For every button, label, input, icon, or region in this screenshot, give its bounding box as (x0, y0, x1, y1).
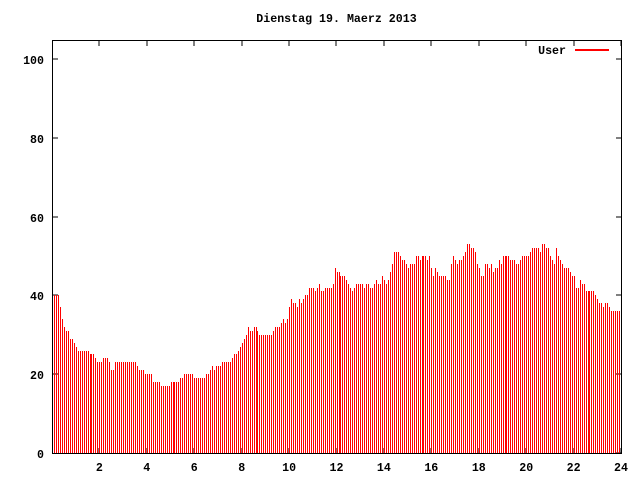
svg-text:0: 0 (37, 449, 44, 462)
svg-text:6: 6 (191, 462, 198, 475)
svg-text:40: 40 (30, 291, 44, 304)
svg-text:22: 22 (567, 462, 581, 475)
svg-text:20: 20 (519, 462, 533, 475)
svg-text:18: 18 (472, 462, 486, 475)
svg-text:60: 60 (30, 213, 44, 226)
svg-text:100: 100 (23, 55, 44, 68)
svg-text:24: 24 (614, 462, 628, 475)
svg-text:4: 4 (143, 462, 150, 475)
svg-text:Dienstag 19. Maerz 2013: Dienstag 19. Maerz 2013 (256, 13, 416, 26)
svg-text:8: 8 (238, 462, 245, 475)
svg-text:20: 20 (30, 370, 44, 383)
svg-text:14: 14 (377, 462, 391, 475)
svg-text:16: 16 (424, 462, 438, 475)
svg-text:80: 80 (30, 134, 44, 147)
svg-text:10: 10 (282, 462, 296, 475)
svg-text:2: 2 (96, 462, 103, 475)
svg-text:12: 12 (330, 462, 344, 475)
svg-text:User: User (538, 45, 566, 58)
